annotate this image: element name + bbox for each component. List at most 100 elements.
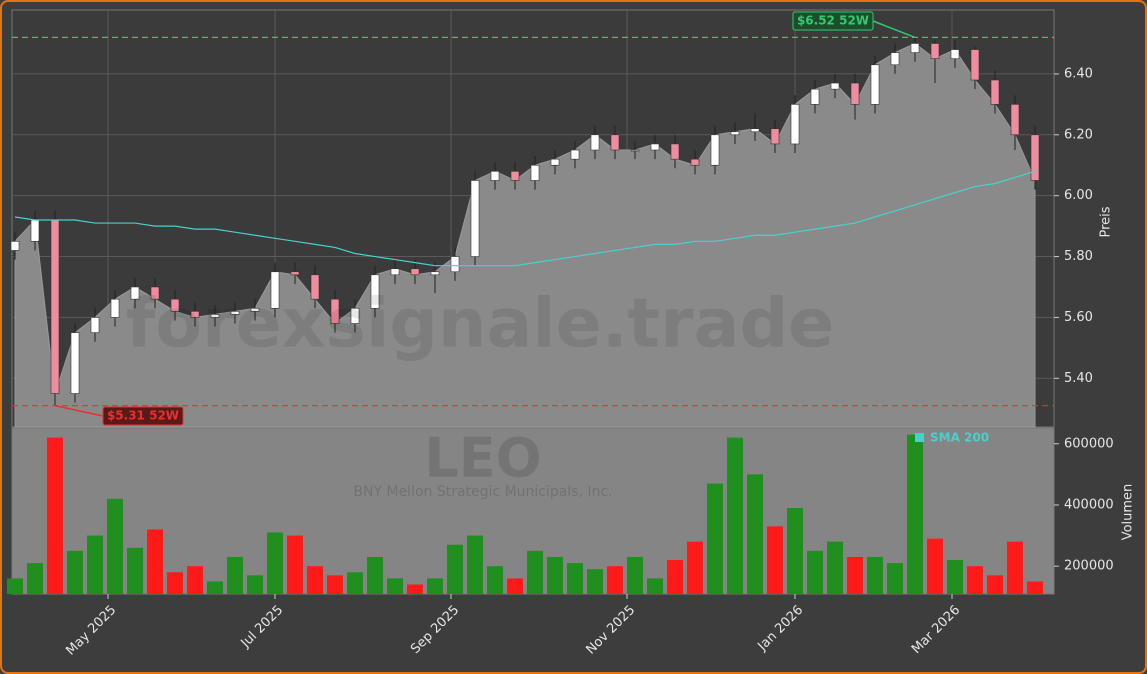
candle-body — [970, 49, 980, 81]
candle-body — [770, 128, 780, 145]
volume-bar — [327, 575, 343, 594]
volume-bar — [167, 572, 183, 594]
candle-body — [30, 219, 40, 242]
x-tick-label: Jan 2026 — [754, 603, 806, 655]
candle-body — [290, 271, 300, 276]
candle-body — [650, 143, 660, 151]
candle-body — [230, 311, 240, 315]
volume-bar — [627, 556, 643, 594]
candle-body — [170, 298, 180, 312]
candle-body — [990, 79, 1000, 105]
volume-bar — [847, 556, 863, 594]
volume-tick-label: 600000 — [1064, 436, 1114, 451]
candle-body — [1010, 104, 1020, 136]
annotation-label: $5.31 52W — [107, 409, 179, 423]
volume-bar — [687, 541, 703, 594]
volume-bar — [507, 578, 523, 594]
volume-bar — [207, 581, 223, 594]
x-tick-label: May 2025 — [63, 603, 119, 659]
y-tick-label: 6.00 — [1064, 188, 1093, 203]
volume-tick-label: 400000 — [1064, 497, 1114, 512]
candle-body — [930, 43, 940, 60]
candle-body — [470, 180, 480, 257]
volume-bar — [127, 547, 143, 594]
candle-body — [950, 49, 960, 60]
x-tick-label: Sep 2025 — [408, 603, 462, 657]
volume-bar — [447, 544, 463, 594]
volume-bar — [47, 437, 63, 594]
volume-bar — [967, 566, 983, 594]
candle-body — [330, 298, 340, 324]
legend-swatch — [915, 433, 924, 442]
annotation-arrow — [54, 404, 104, 417]
candle-body — [710, 134, 720, 166]
watermark: forexsignale.trade — [126, 285, 835, 364]
volume-bar — [347, 572, 363, 594]
candle-body — [570, 149, 580, 160]
candle-body — [730, 131, 740, 136]
marks — [7, 37, 1043, 594]
volume-bar — [887, 563, 903, 594]
volume-bar — [987, 575, 1003, 594]
candle-body — [1030, 134, 1040, 181]
y-axis-label: Preis — [1099, 206, 1114, 237]
volume-bar — [827, 541, 843, 594]
volume-bar — [787, 508, 803, 594]
x-tick-label: Nov 2025 — [583, 603, 638, 658]
volume-bar — [527, 550, 543, 594]
candle-body — [190, 311, 200, 318]
candle-body — [810, 88, 820, 105]
volume-bar — [647, 578, 663, 594]
volume-bar — [907, 434, 923, 594]
candle-body — [590, 134, 600, 151]
volume-bar — [407, 584, 423, 594]
volume-bar — [747, 474, 763, 594]
volume-bar — [567, 563, 583, 594]
volume-bar — [147, 529, 163, 594]
volume-bar — [267, 532, 283, 594]
candle-body — [110, 298, 120, 318]
candle-body — [910, 43, 920, 53]
volume-bar — [807, 550, 823, 594]
volume-bar — [667, 560, 683, 594]
y-tick-label: 5.60 — [1064, 310, 1093, 325]
volume-bar — [727, 437, 743, 594]
candle-body — [890, 52, 900, 66]
candle-body — [410, 268, 420, 276]
candle-body — [610, 134, 620, 151]
volume-bar — [1027, 581, 1043, 594]
volume-bar — [947, 560, 963, 594]
candle-body — [670, 143, 680, 160]
candle-body — [450, 256, 460, 273]
volume-bar — [767, 526, 783, 594]
volume-bar — [27, 563, 43, 594]
volume-bar — [107, 498, 123, 594]
volume-axis-label: Volumen — [1121, 484, 1136, 541]
candle-body — [150, 286, 160, 300]
volume-bar — [67, 550, 83, 594]
x-tick-label: Jul 2025 — [238, 603, 287, 652]
subtitle: BNY Mellon Strategic Municipals, Inc. — [353, 484, 612, 500]
candle-body — [10, 241, 20, 251]
annotation-arrow — [872, 20, 916, 39]
volume-bar — [547, 556, 563, 594]
candle-body — [750, 128, 760, 133]
candle-body — [370, 274, 380, 309]
annotation-label: $6.52 52W — [797, 14, 869, 28]
candle-body — [430, 271, 440, 276]
volume-bar — [587, 569, 603, 594]
volume-bar — [247, 575, 263, 594]
candle-body — [490, 171, 500, 181]
candle-body — [250, 307, 260, 312]
candle-body — [270, 271, 280, 309]
candle-body — [70, 332, 80, 394]
volume-bar — [927, 538, 943, 594]
volume-bar — [867, 556, 883, 594]
candle-body — [130, 286, 140, 300]
y-tick-label: 6.20 — [1064, 127, 1093, 142]
candle-body — [850, 82, 860, 105]
y-tick-label: 5.40 — [1064, 371, 1093, 386]
candle-body — [790, 104, 800, 145]
